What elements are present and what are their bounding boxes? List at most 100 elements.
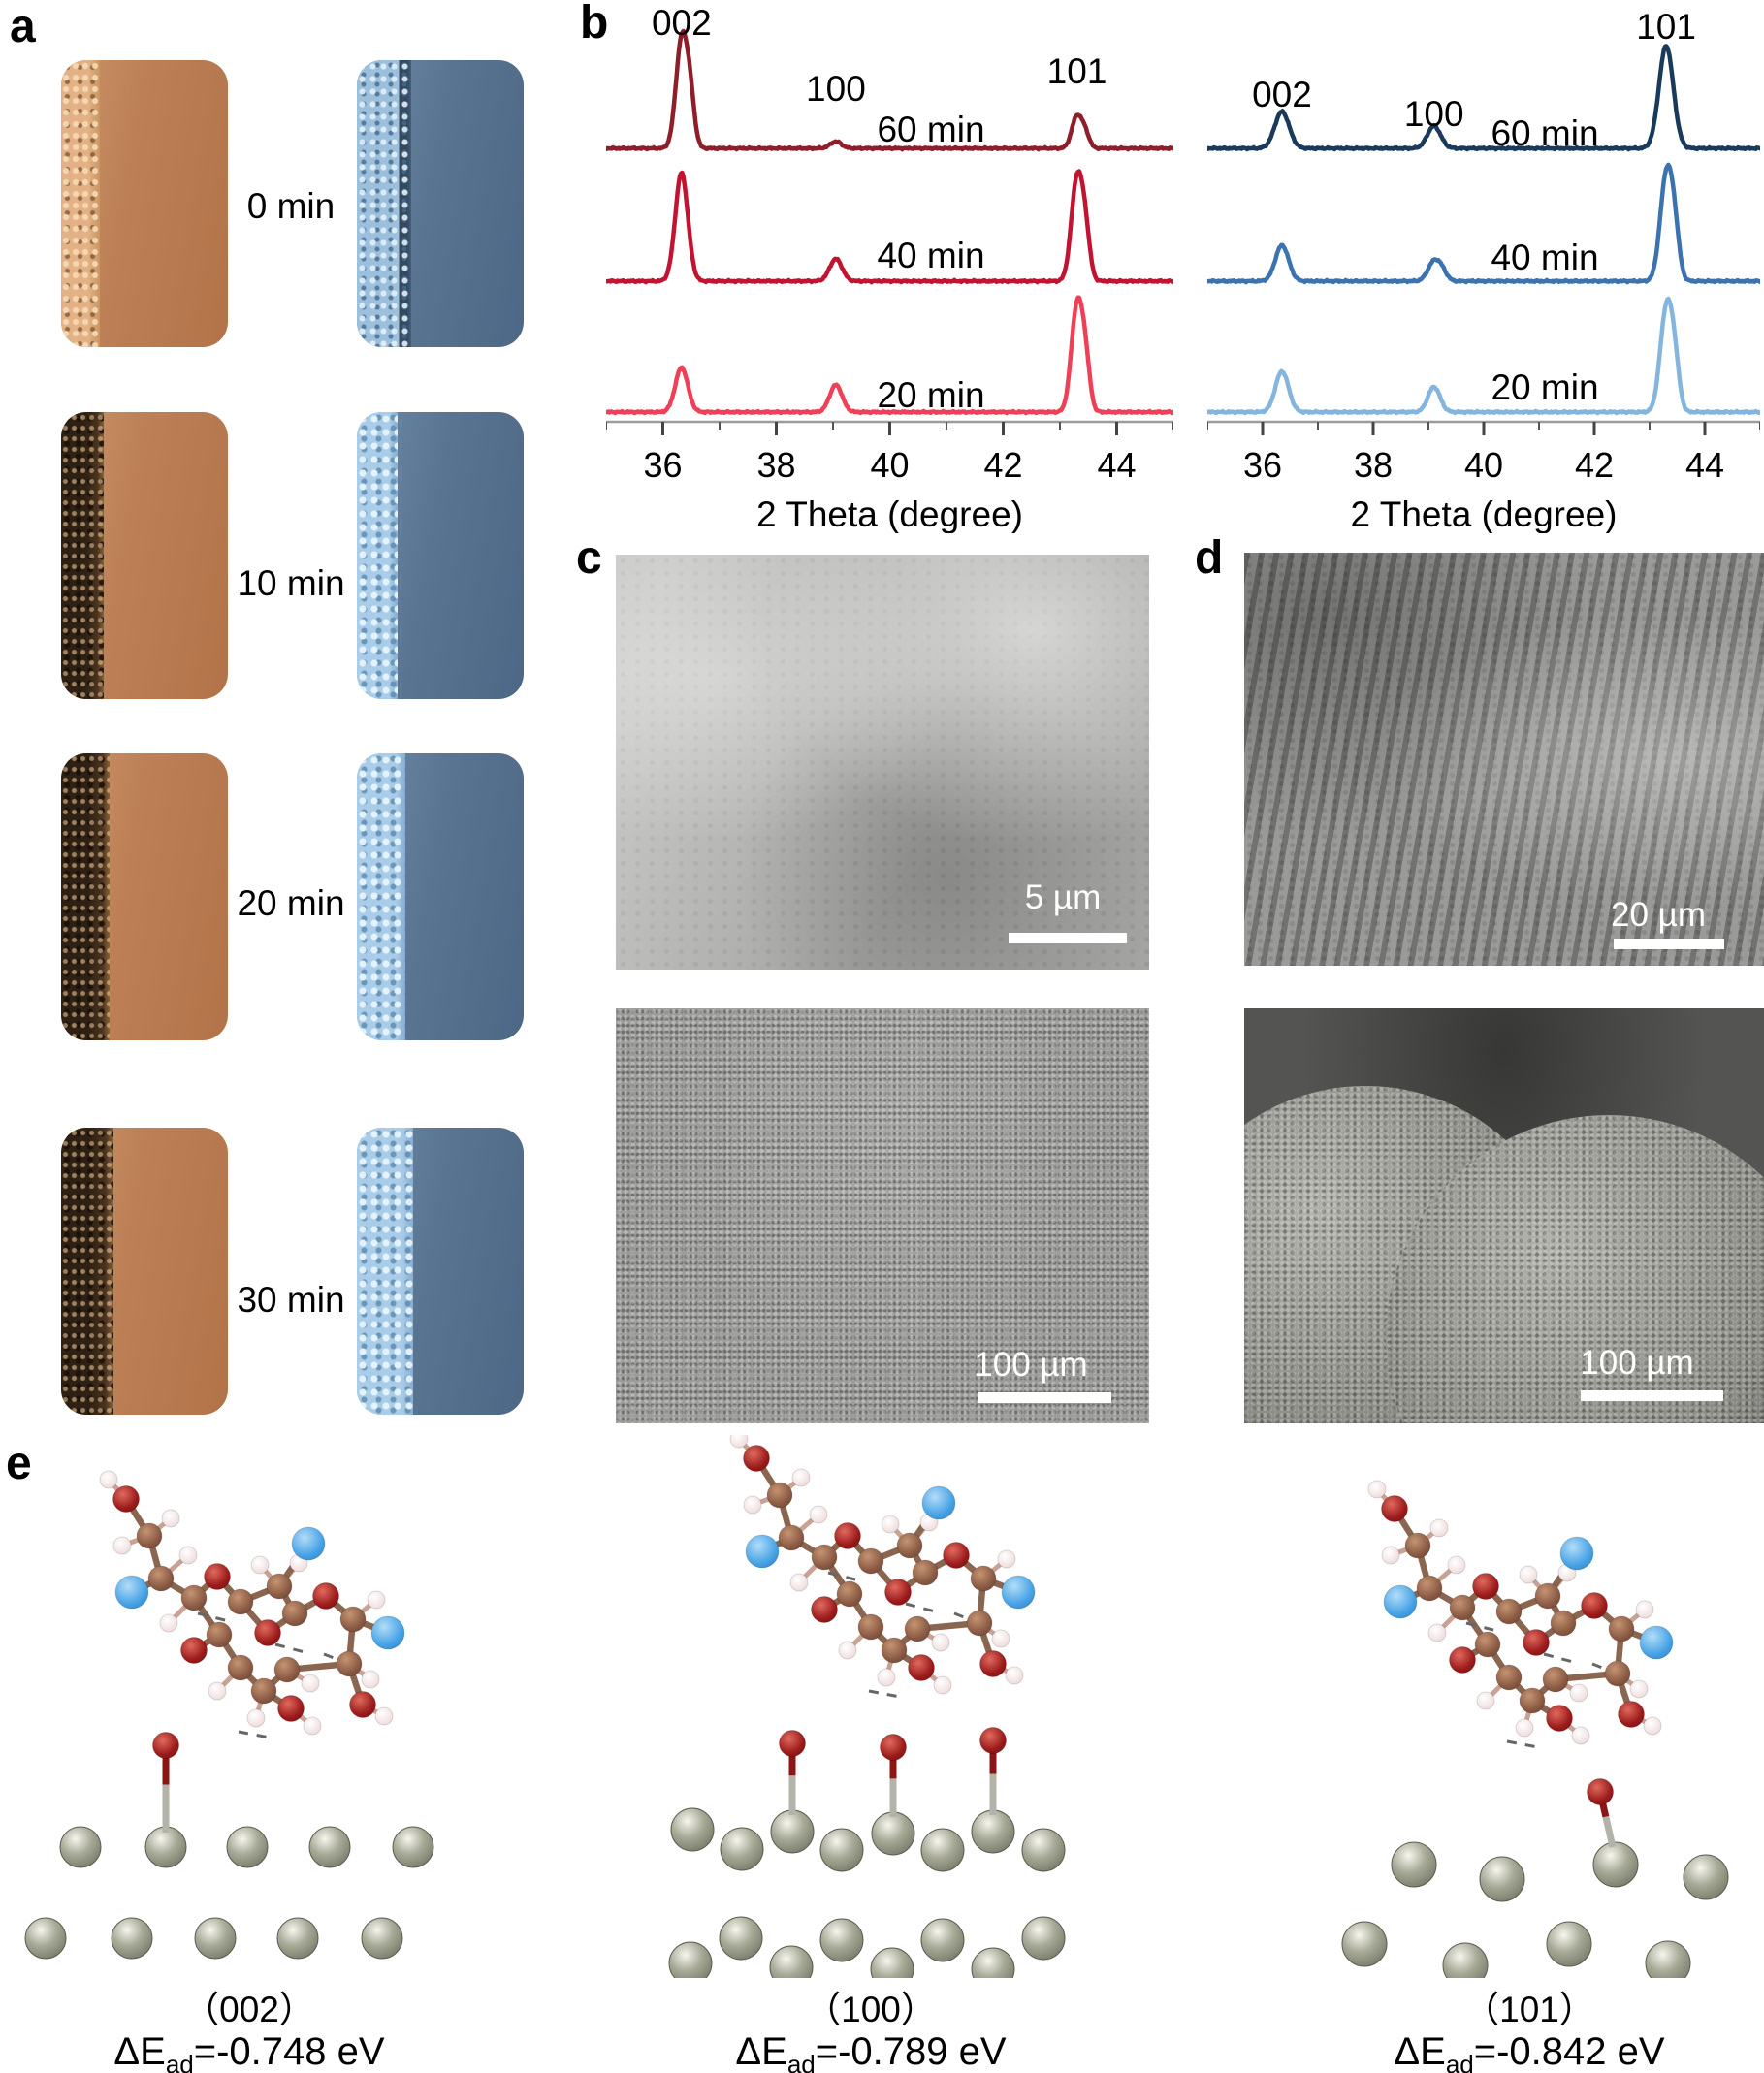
metal-atom xyxy=(971,1809,1015,1854)
scale-bar xyxy=(978,1392,1111,1403)
metal-atom xyxy=(111,1917,153,1960)
delta-e-symbol: ΔE xyxy=(735,2030,787,2073)
hydrogen-atom xyxy=(1429,1518,1449,1538)
hydrogen-atom xyxy=(838,1641,857,1660)
zinc-deposit-band xyxy=(357,753,405,1040)
hydrogen-atom xyxy=(159,1613,178,1633)
metal-atom xyxy=(920,1828,965,1872)
series-label-60-min: 60 min xyxy=(1491,113,1598,153)
carbon-atom xyxy=(970,1565,997,1592)
fluorine-atom xyxy=(1383,1584,1418,1619)
sem-image-d-bottom xyxy=(1244,1008,1764,1423)
metal-atom xyxy=(144,1826,187,1868)
peak-label-100: 100 xyxy=(806,69,866,109)
x-axis-tick-label: 36 xyxy=(1243,445,1282,485)
peak-label-101: 101 xyxy=(1636,7,1696,47)
hydrogen-bond-dash xyxy=(238,1730,271,1739)
hydrogen-atom xyxy=(1519,1565,1538,1584)
oxygen-anchor-atom xyxy=(880,1734,907,1761)
peak-label-100: 100 xyxy=(1404,94,1464,134)
time-label-0min: 0 min xyxy=(246,186,336,226)
carbon-atom xyxy=(180,1584,208,1611)
peak-label-002: 002 xyxy=(652,3,712,43)
plane-label-101: （101） xyxy=(1463,1990,1595,2029)
oxygen-atom xyxy=(979,1650,1007,1677)
oxygen-atom xyxy=(1546,1705,1573,1732)
fluorine-atom xyxy=(370,1615,405,1650)
series-label-20-min: 20 min xyxy=(1491,367,1598,407)
oxygen-atom xyxy=(204,1563,231,1590)
xrd-trace-60-min xyxy=(1207,44,1760,152)
x-axis-title: 2 Theta (degree) xyxy=(1351,494,1618,533)
hydrogen-atom xyxy=(881,1515,900,1534)
zinc-strip-photo-30min xyxy=(357,1128,524,1415)
oxygen-atom xyxy=(1581,1592,1608,1619)
copper-deposit-band xyxy=(61,1128,113,1415)
oxygen-anchor-atom xyxy=(779,1730,806,1757)
hydrogen-atom xyxy=(931,1633,950,1652)
metal-atom xyxy=(719,1916,763,1961)
metal-atom xyxy=(1592,1841,1639,1888)
metal-atom xyxy=(1341,1921,1388,1967)
x-axis-tick-label: 36 xyxy=(643,445,682,485)
scale-bar-label: 100 µm xyxy=(1580,1344,1694,1382)
metal-atom xyxy=(1021,1916,1066,1961)
carbon-atom xyxy=(836,1580,863,1608)
carbon-atom xyxy=(811,1544,838,1571)
dft-model-2 xyxy=(1341,1480,1729,1978)
metal-atom xyxy=(819,1918,864,1962)
hydrogen-atom xyxy=(1515,1718,1534,1738)
carbon-atom xyxy=(136,1522,163,1549)
carbon-atom xyxy=(1404,1532,1431,1559)
dft-model-0 xyxy=(24,1470,434,1960)
carbon-atom xyxy=(1495,1598,1523,1625)
carbon-atom xyxy=(1534,1582,1561,1610)
sem-image-c-bottom xyxy=(616,1008,1149,1423)
carbon-atom xyxy=(966,1610,993,1637)
hydrogen-atom xyxy=(729,1435,749,1449)
dft-model-1 xyxy=(668,1435,1066,1978)
xrd-trace-60-min xyxy=(606,28,1173,152)
metal-atom xyxy=(59,1826,102,1868)
carbon-atom xyxy=(1550,1610,1577,1637)
oxygen-atom xyxy=(180,1637,208,1664)
carbon-atom xyxy=(147,1565,175,1592)
metal-atom xyxy=(276,1917,319,1960)
oxygen-atom xyxy=(834,1522,861,1549)
x-axis-tick-label: 42 xyxy=(1575,445,1614,485)
x-axis-tick-label: 42 xyxy=(983,445,1022,485)
copper-deposit-band xyxy=(61,412,104,699)
metal-atom xyxy=(1479,1856,1525,1902)
oxygen-atom xyxy=(1449,1646,1476,1674)
carbon-atom xyxy=(904,1615,931,1642)
hydrogen-atom xyxy=(250,1555,270,1575)
hydrogen-atom xyxy=(303,1716,322,1736)
carbon-atom xyxy=(1416,1575,1443,1602)
delta-e-value: =-0.842 eV xyxy=(1473,2030,1665,2073)
hydrogen-bond-dash xyxy=(827,1571,860,1582)
metal-atom xyxy=(194,1917,237,1960)
copper-edge-texture xyxy=(61,60,100,347)
hydrogen-atom xyxy=(997,1549,1016,1569)
carbon-atom xyxy=(857,1547,884,1575)
panel-b-letter: b xyxy=(580,0,609,48)
delta-e-subscript: ad xyxy=(786,2050,816,2073)
metal-atom xyxy=(871,1811,915,1856)
peak-label-101: 101 xyxy=(1047,51,1107,91)
oxygen-atom xyxy=(349,1691,376,1718)
hydrogen-bond-dash xyxy=(905,1602,936,1613)
series-label-40-min: 40 min xyxy=(1491,238,1598,277)
fluorine-atom xyxy=(114,1575,149,1610)
fluorine-atom xyxy=(1001,1575,1036,1610)
panel-e-letter: e xyxy=(6,1438,32,1489)
hydrogen-atom xyxy=(1476,1691,1495,1710)
scale-bar xyxy=(1614,939,1724,949)
carbon-atom xyxy=(281,1600,308,1627)
oxygen-atom xyxy=(1523,1629,1550,1656)
fluorine-atom xyxy=(1639,1625,1674,1660)
oxygen-anchor-atom xyxy=(979,1727,1007,1754)
carbon-atom xyxy=(912,1559,939,1586)
delta-e-symbol: ΔE xyxy=(1394,2030,1446,2073)
hydrogen-atom xyxy=(1629,1679,1649,1699)
copper-strip-photo-0min xyxy=(61,60,228,347)
